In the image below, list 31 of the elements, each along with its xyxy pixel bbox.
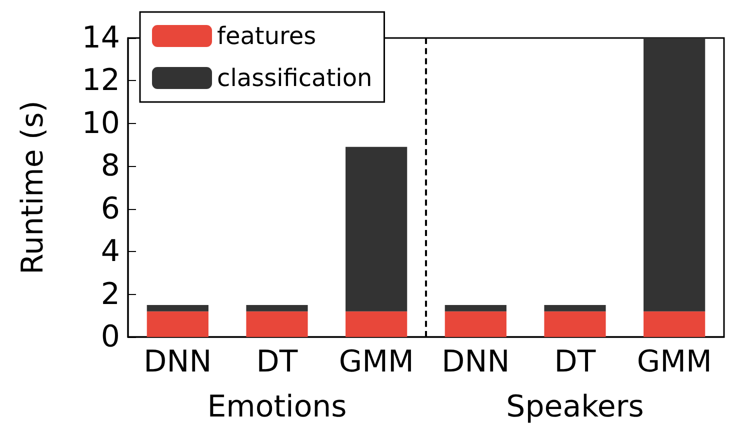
x-tick-label: GMM [338,344,414,380]
bar [544,304,606,312]
y-axis-title: Runtime (s) [16,100,50,274]
bar [246,311,308,337]
x-tick-label: DT [554,344,596,380]
y-tick-label: 14 [82,20,120,56]
text: Speakers [506,390,644,424]
y-tick-label: 2 [100,276,120,312]
bar [246,304,308,312]
x-tick-label: DNN [442,344,510,380]
y-tick-label: 12 [82,63,120,98]
legend-label: classification [217,64,372,92]
bar [346,146,408,312]
legend-label: features [217,22,316,50]
x-tick-label: GMM [636,344,712,380]
bar [444,304,506,312]
y-tick-label: 4 [100,234,120,270]
y-tick-label: 10 [82,106,120,141]
bar [644,38,706,312]
y-tick-label: 0 [100,320,120,354]
text: Emotions [207,390,347,424]
bar [346,311,408,337]
bar [146,311,208,337]
y-tick-label: 8 [100,148,120,184]
bar [444,311,506,337]
x-tick-label: DT [256,344,298,380]
bar [544,311,606,337]
x-tick-label: DNN [144,344,212,380]
bar [644,311,706,337]
y-tick-label: 6 [100,191,120,226]
bar [146,304,208,312]
